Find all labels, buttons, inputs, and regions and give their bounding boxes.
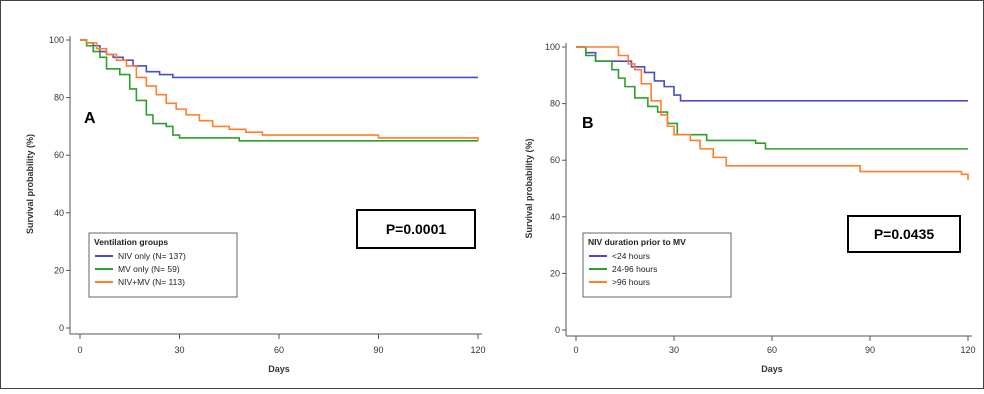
y-tick-label: 60 — [54, 150, 64, 160]
legend-box — [582, 232, 732, 298]
x-tick-label: 120 — [470, 345, 485, 355]
y-tick-label: 80 — [550, 99, 560, 109]
y-tick-label: 40 — [54, 208, 64, 218]
x-tick-label: 60 — [274, 345, 284, 355]
legend-entry-2: 24-96 hours — [612, 264, 657, 274]
panel-label: A — [84, 110, 96, 127]
y-tick-label: 100 — [545, 42, 560, 52]
legend-box — [88, 232, 238, 298]
p-value-text: P=0.0435 — [874, 226, 935, 242]
p-value-box — [356, 209, 476, 249]
p-value-text: P=0.0001 — [386, 221, 447, 237]
y-tick-label: 60 — [550, 155, 560, 165]
legend-title: Ventilation groups — [94, 237, 168, 247]
chart-panel-b: 0 20 40 60 80 100 0 30 60 90 120 Days Survival proba… — [524, 42, 976, 374]
series-line-3 — [576, 46, 969, 181]
legend-entry-3: >96 hours — [612, 277, 650, 287]
legend-entry-1: <24 hours — [612, 251, 650, 261]
legend-entry-3: NIV+MV (N= 113) — [118, 277, 185, 287]
y-tick-label: 100 — [49, 35, 64, 45]
x-axis-label: Days — [268, 364, 290, 374]
legend-entry-2: MV only (N= 59) — [118, 264, 180, 274]
y-tick-label: 40 — [550, 212, 560, 222]
x-tick-label: 90 — [373, 345, 383, 355]
y-tick-label: 0 — [555, 325, 560, 335]
y-tick-label: 80 — [54, 93, 64, 103]
series-line-1 — [576, 46, 968, 102]
x-tick-label: 0 — [77, 345, 82, 355]
series-line-2 — [80, 39, 478, 142]
y-axis-label: Survival probability (%) — [25, 134, 35, 234]
panel-label: B — [582, 115, 594, 132]
legend-entry-1: NIV only (N= 137) — [118, 251, 186, 261]
y-tick-label: 20 — [550, 268, 560, 278]
y-axis-label: Survival probability (%) — [524, 138, 534, 238]
series-line-2 — [576, 46, 968, 150]
x-tick-label: 30 — [174, 345, 184, 355]
series-line-1 — [80, 39, 478, 79]
y-tick-label: 20 — [54, 265, 64, 275]
legend-title: NIV duration prior to MV — [588, 237, 686, 247]
series-line-3 — [80, 39, 479, 141]
x-tick-label: 90 — [865, 345, 875, 355]
x-tick-label: 30 — [669, 345, 679, 355]
y-tick-label: 0 — [59, 323, 64, 333]
p-value-box — [847, 215, 961, 253]
x-tick-label: 0 — [573, 345, 578, 355]
x-tick-label: 120 — [960, 345, 975, 355]
x-tick-label: 60 — [767, 345, 777, 355]
x-axis-label: Days — [761, 364, 783, 374]
chart-panel-a: 0 20 40 60 80 100 0 30 60 90 120 Days Survival proba… — [25, 35, 486, 374]
